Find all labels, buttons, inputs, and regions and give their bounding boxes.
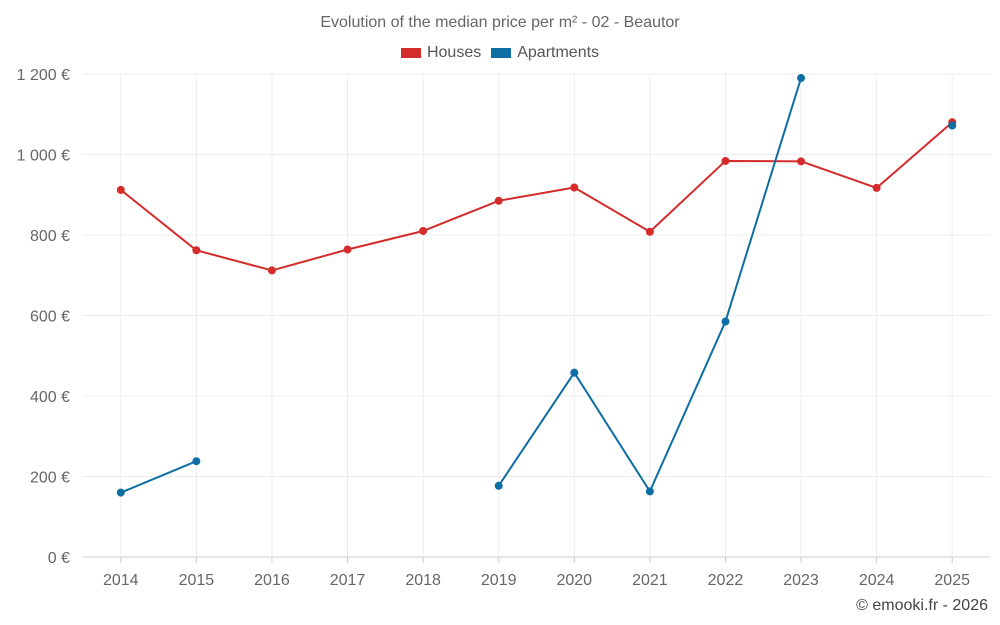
x-tick-label: 2015 [179,572,215,589]
data-point-houses [419,226,428,235]
data-point-apartments [116,488,125,497]
legend-item-apartments[interactable]: Apartments [491,44,599,62]
data-point-apartments [645,487,654,496]
x-tick-label: 2019 [481,572,517,589]
y-tick-label: 200 € [30,470,70,487]
legend-label-apartments: Apartments [517,44,600,61]
y-tick-label: 1 000 € [17,148,70,165]
data-point-apartments [192,457,201,466]
data-point-apartments [570,368,579,377]
data-point-apartments [948,121,957,130]
legend-swatch-houses [400,48,421,58]
data-point-apartments [797,74,806,83]
series-line-apartments [120,460,197,494]
x-tick-label: 2022 [708,572,744,589]
x-tick-label: 2020 [556,572,592,589]
legend-item-houses[interactable]: Houses [400,44,482,62]
x-tick-label: 2024 [859,572,895,589]
y-tick-label: 600 € [30,309,70,326]
series-line-houses [120,121,953,272]
x-tick-label: 2016 [254,572,290,589]
x-tick-label: 2018 [405,572,441,589]
y-tick-label: 800 € [30,228,70,245]
data-point-apartments [721,317,730,326]
data-point-houses [192,246,201,255]
y-tick-label: 1 200 € [17,67,70,84]
legend: Houses Apartments [0,44,1000,62]
data-point-houses [116,185,125,194]
x-tick-label: 2025 [934,572,970,589]
x-tick-label: 2023 [783,572,819,589]
data-point-apartments [494,481,503,490]
y-tick-label: 400 € [30,389,70,406]
data-point-houses [494,196,503,205]
data-point-houses [343,245,352,254]
y-tick-label: 0 € [48,550,70,567]
data-point-houses [645,227,654,236]
legend-label-houses: Houses [426,44,482,61]
data-point-houses [872,183,881,192]
x-tick-label: 2017 [330,572,366,589]
x-tick-label: 2014 [103,572,139,589]
legend-swatch-apartments [491,48,512,58]
data-point-houses [570,183,579,192]
data-point-houses [721,156,730,165]
x-tick-label: 2021 [632,572,668,589]
chart-title: Evolution of the median price per m² - 0… [320,14,680,31]
data-point-houses [797,157,806,166]
credit-text: © emooki.fr - 2026 [856,597,988,614]
data-point-houses [267,266,276,275]
